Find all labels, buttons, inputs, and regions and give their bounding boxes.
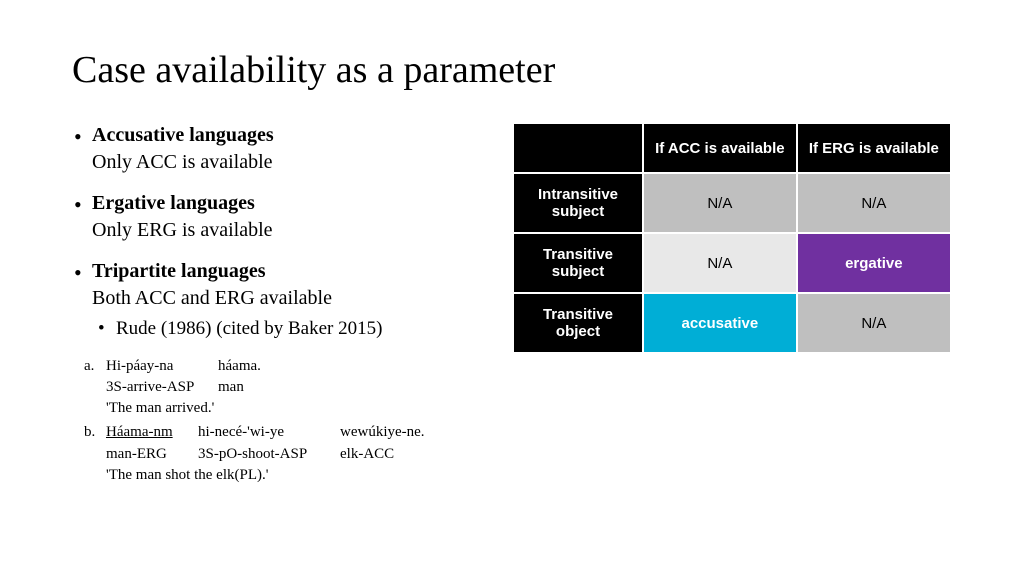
example-label: b. xyxy=(84,422,106,489)
gloss-word: 3S-arrive-ASP xyxy=(106,377,216,397)
example-body: Háama-nmhi-necé-'wi-yewewúkiye-ne. man-E… xyxy=(106,422,492,489)
right-column: If ACC is available If ERG is available … xyxy=(512,122,952,489)
col-header-acc: If ACC is available xyxy=(643,123,797,173)
table-corner-cell xyxy=(513,123,643,173)
bullet-body: Only ERG is available xyxy=(92,219,273,241)
case-table: If ACC is available If ERG is available … xyxy=(512,122,952,354)
bullet-body: Both ACC and ERG available xyxy=(92,287,332,309)
gloss-word: 3S-pO-shoot-ASP xyxy=(198,444,338,464)
translation: 'The man shot the elk(PL).' xyxy=(106,465,492,485)
source-word: hi-necé-'wi-ye xyxy=(198,422,338,442)
gloss-word: man-ERG xyxy=(106,444,196,464)
source-word: háama. xyxy=(218,356,298,376)
bullet-body: Only ACC is available xyxy=(92,151,273,173)
source-word: Hi-páay-na xyxy=(106,356,216,376)
content-area: Accusative languages Only ACC is availab… xyxy=(72,122,952,489)
words-row: Hi-páay-naháama. xyxy=(106,356,492,376)
table-cell: N/A xyxy=(643,233,797,293)
bullet-tripartite: Tripartite languages Both ACC and ERG av… xyxy=(72,258,492,342)
gloss-word: man xyxy=(218,377,298,397)
gloss-row: 3S-arrive-ASPman xyxy=(106,377,492,397)
example-b: b. Háama-nmhi-necé-'wi-yewewúkiye-ne. ma… xyxy=(84,422,492,489)
table-cell: accusative xyxy=(643,293,797,353)
linguistic-examples: a. Hi-páay-naháama. 3S-arrive-ASPman 'Th… xyxy=(84,356,492,490)
bullet-heading: Ergative languages xyxy=(92,192,255,214)
bullet-heading: Tripartite languages xyxy=(92,260,266,282)
bullet-heading: Accusative languages xyxy=(92,124,274,146)
table-row: Transitive objectaccusativeN/A xyxy=(513,293,951,353)
table-cell: N/A xyxy=(797,293,951,353)
table-header-row: If ACC is available If ERG is available xyxy=(513,123,951,173)
row-header: Transitive subject xyxy=(513,233,643,293)
gloss-row: man-ERG3S-pO-shoot-ASPelk-ACC xyxy=(106,444,492,464)
words-row: Háama-nmhi-necé-'wi-yewewúkiye-ne. xyxy=(106,422,492,442)
slide-title: Case availability as a parameter xyxy=(72,48,952,92)
translation: 'The man arrived.' xyxy=(106,398,492,418)
bullet-accusative: Accusative languages Only ACC is availab… xyxy=(72,122,492,176)
bullet-ergative: Ergative languages Only ERG is available xyxy=(72,190,492,244)
table-row: Transitive subjectN/Aergative xyxy=(513,233,951,293)
table-cell: N/A xyxy=(797,173,951,233)
source-word: wewúkiye-ne. xyxy=(340,422,440,442)
example-body: Hi-páay-naháama. 3S-arrive-ASPman 'The m… xyxy=(106,356,492,423)
row-header: Transitive object xyxy=(513,293,643,353)
gloss-word: elk-ACC xyxy=(340,444,440,464)
bullet-list: Accusative languages Only ACC is availab… xyxy=(72,122,492,342)
sub-bullet-list: Rude (1986) (cited by Baker 2015) xyxy=(92,316,492,342)
example-a: a. Hi-páay-naháama. 3S-arrive-ASPman 'Th… xyxy=(84,356,492,423)
citation-bullet: Rude (1986) (cited by Baker 2015) xyxy=(92,316,492,342)
left-column: Accusative languages Only ACC is availab… xyxy=(72,122,492,489)
table-cell: N/A xyxy=(643,173,797,233)
col-header-erg: If ERG is available xyxy=(797,123,951,173)
source-word: Háama-nm xyxy=(106,422,196,442)
table-cell: ergative xyxy=(797,233,951,293)
row-header: Intransitive subject xyxy=(513,173,643,233)
table-row: Intransitive subjectN/AN/A xyxy=(513,173,951,233)
example-label: a. xyxy=(84,356,106,423)
